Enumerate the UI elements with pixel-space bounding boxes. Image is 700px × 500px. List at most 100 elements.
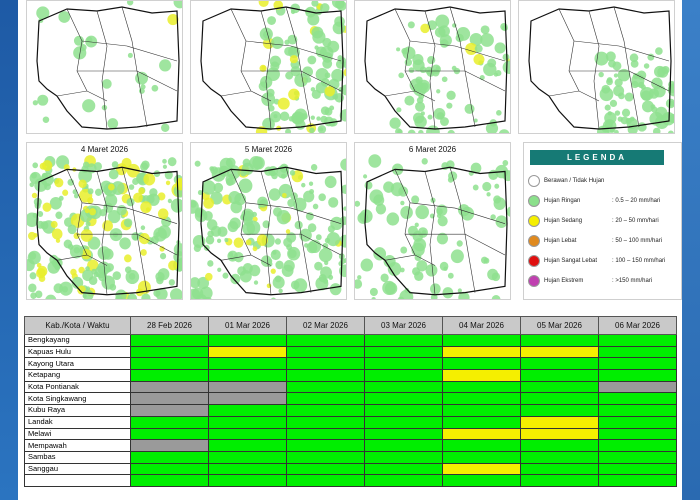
regency-boundary bbox=[77, 70, 178, 92]
rain-area bbox=[429, 213, 435, 219]
rain-area bbox=[121, 157, 132, 169]
rain-area bbox=[271, 297, 276, 299]
rain-area bbox=[343, 61, 346, 69]
rain-area bbox=[30, 292, 37, 299]
rain-area bbox=[245, 239, 252, 246]
rain-area bbox=[268, 188, 281, 201]
rain-area bbox=[107, 209, 121, 224]
rain-area bbox=[159, 246, 165, 252]
forecast-cell bbox=[598, 427, 677, 441]
rain-area bbox=[31, 192, 38, 199]
rain-area bbox=[126, 163, 140, 178]
legend-label: Hujan Sangat Lebat bbox=[544, 258, 598, 264]
rain-area bbox=[340, 158, 346, 171]
rain-area bbox=[67, 178, 75, 186]
rain-area bbox=[108, 183, 115, 191]
rain-area bbox=[309, 188, 315, 195]
rain-area bbox=[338, 87, 344, 93]
rain-area bbox=[494, 42, 506, 54]
rain-area bbox=[112, 231, 119, 238]
regency-boundary bbox=[558, 8, 580, 92]
rain-area bbox=[78, 179, 87, 189]
rain-area bbox=[396, 107, 402, 113]
forecast-cell bbox=[286, 415, 365, 429]
rain-area bbox=[252, 246, 258, 252]
rain-area bbox=[320, 106, 330, 115]
regency-boundary bbox=[394, 169, 416, 256]
rain-area bbox=[34, 178, 48, 192]
forecast-cell bbox=[442, 357, 521, 371]
rain-area bbox=[427, 56, 436, 65]
map-date-label: 6 Maret 2026 bbox=[408, 145, 457, 154]
region-name: Kayong Utara bbox=[24, 357, 131, 371]
column-header: 28 Feb 2026 bbox=[130, 316, 209, 335]
rain-area bbox=[203, 197, 214, 209]
regency-boundary bbox=[384, 90, 436, 102]
province-outline bbox=[200, 166, 344, 296]
rain-area bbox=[256, 234, 268, 246]
rain-area bbox=[324, 72, 331, 79]
rain-area bbox=[386, 212, 400, 226]
rain-area bbox=[155, 287, 168, 299]
forecast-cell bbox=[130, 345, 209, 359]
rain-area bbox=[28, 252, 37, 260]
rain-area bbox=[167, 157, 177, 167]
rain-area bbox=[72, 189, 78, 195]
legend-label: Hujan Ringan bbox=[544, 198, 581, 204]
rain-area bbox=[414, 271, 424, 282]
rain-area bbox=[643, 63, 650, 69]
rain-area bbox=[421, 157, 428, 165]
rain-area bbox=[364, 181, 373, 190]
rain-area bbox=[49, 196, 62, 210]
rain-area bbox=[101, 104, 108, 111]
rain-area bbox=[487, 268, 499, 281]
rain-area bbox=[446, 102, 453, 109]
forecast-cell bbox=[286, 474, 365, 487]
rain-area bbox=[473, 53, 485, 65]
rain-area bbox=[32, 100, 39, 106]
region-name: Kubu Raya bbox=[24, 404, 131, 417]
regency-boundary bbox=[573, 40, 670, 62]
rain-area bbox=[606, 78, 613, 86]
rain-area bbox=[324, 260, 329, 266]
forecast-cell bbox=[208, 439, 287, 452]
rain-area bbox=[670, 116, 674, 123]
rain-area bbox=[450, 249, 464, 264]
rain-area bbox=[240, 169, 247, 177]
rain-area bbox=[81, 248, 92, 260]
region-name bbox=[24, 474, 131, 487]
rain-area bbox=[225, 157, 236, 168]
rain-area bbox=[359, 209, 373, 224]
rain-area bbox=[275, 260, 284, 270]
rain-area bbox=[320, 115, 328, 124]
province-outline bbox=[36, 6, 180, 130]
province-outline bbox=[36, 166, 180, 296]
rain-area bbox=[368, 154, 382, 168]
rain-area bbox=[269, 111, 282, 123]
forecast-cell bbox=[364, 427, 443, 441]
rain-area bbox=[421, 230, 427, 235]
rain-area bbox=[314, 261, 323, 271]
column-header: 01 Mar 2026 bbox=[208, 316, 287, 335]
rain-area bbox=[270, 249, 281, 261]
forecast-cell bbox=[442, 427, 521, 441]
rain-area bbox=[207, 260, 214, 267]
legend-title: LEGENDA bbox=[530, 150, 664, 165]
rain-area bbox=[94, 188, 102, 196]
rain-area bbox=[140, 249, 147, 256]
rain-area bbox=[193, 244, 202, 252]
forecast-cell bbox=[364, 392, 443, 406]
rain-area bbox=[440, 117, 449, 127]
forecast-cell bbox=[130, 462, 209, 476]
table-row: Ketapang bbox=[24, 369, 677, 382]
rain-area bbox=[451, 65, 457, 71]
rain-area bbox=[493, 195, 502, 204]
forecast-cell bbox=[520, 427, 599, 441]
region-name: Sanggau bbox=[24, 462, 131, 476]
rain-area bbox=[159, 59, 172, 72]
rain-area bbox=[82, 289, 94, 299]
rain-area bbox=[41, 172, 48, 180]
forecast-cell bbox=[286, 380, 365, 394]
rain-area bbox=[447, 129, 455, 133]
forecast-cell bbox=[208, 392, 287, 406]
